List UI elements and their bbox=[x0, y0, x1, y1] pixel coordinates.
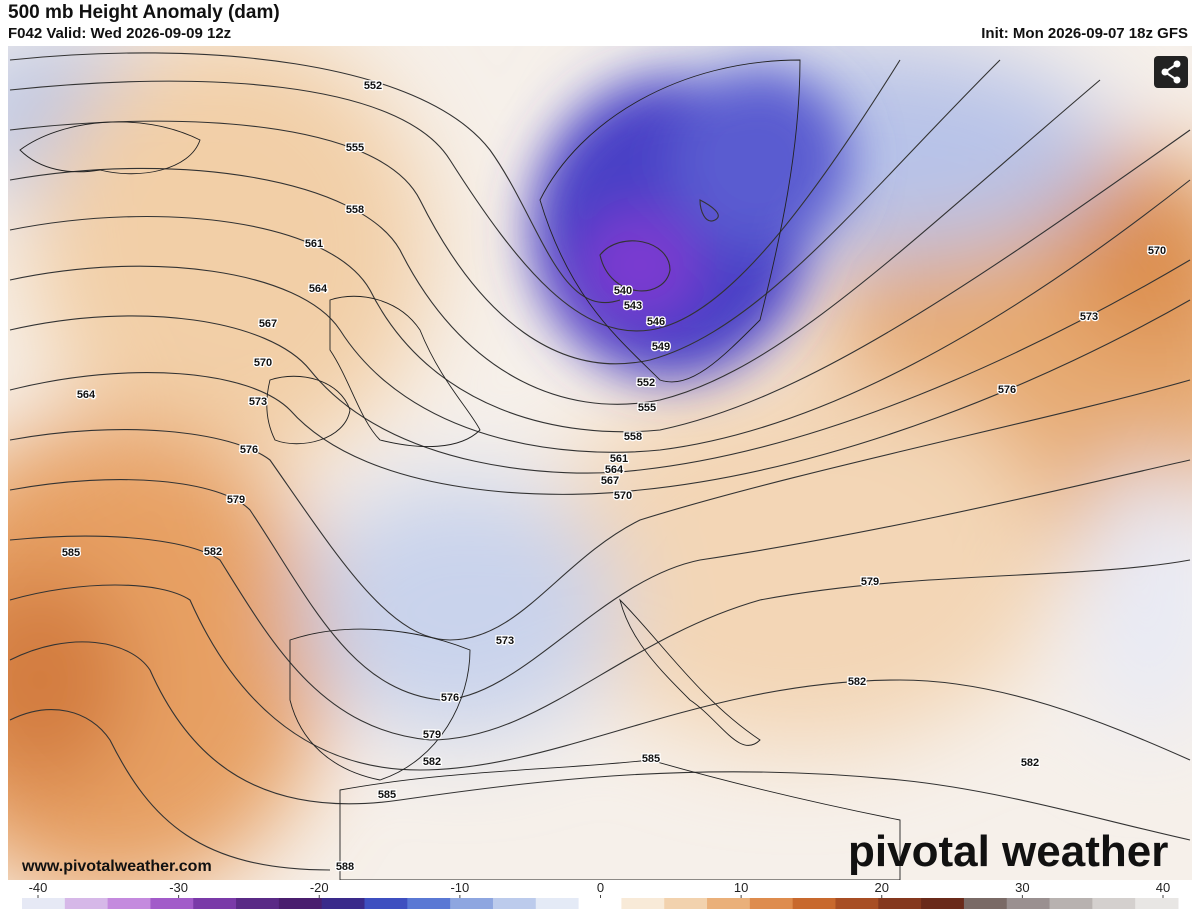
contour-label: 558 bbox=[346, 204, 364, 216]
contour-label: 585 bbox=[642, 753, 660, 765]
colorbar-tick-label: 20 bbox=[875, 880, 889, 895]
contour-label: 564 bbox=[77, 389, 96, 401]
colorbar-tick-label: -40 bbox=[29, 880, 48, 895]
colorbar-swatch bbox=[236, 898, 280, 909]
contour-label: 564 bbox=[309, 283, 328, 295]
colorbar-tick-label: -20 bbox=[310, 880, 329, 895]
init-time: Init: Mon 2026-09-07 18z GFS bbox=[981, 25, 1188, 42]
colorbar-swatch bbox=[749, 898, 794, 909]
contour-label: 585 bbox=[62, 547, 80, 559]
contour-label: 579 bbox=[227, 494, 245, 506]
colorbar-swatch bbox=[792, 898, 836, 909]
colorbar-swatch bbox=[150, 898, 194, 909]
colorbar-swatch bbox=[278, 898, 323, 909]
colorbar-swatch bbox=[707, 898, 751, 909]
colorbar-swatch bbox=[107, 898, 151, 909]
share-button[interactable] bbox=[1154, 56, 1188, 88]
colorbar-swatch bbox=[535, 898, 580, 909]
contour-label: 585 bbox=[378, 789, 396, 801]
contour-label: 570 bbox=[1148, 245, 1166, 257]
map-title: 500 mb Height Anomaly (dam) bbox=[8, 2, 280, 23]
colorbar-swatch bbox=[450, 898, 494, 909]
contour-label: 555 bbox=[346, 142, 364, 154]
contour-label: 582 bbox=[423, 756, 441, 768]
anomaly-field bbox=[8, 46, 1192, 880]
contour-label: 558 bbox=[624, 431, 642, 443]
contour-label: 540 bbox=[614, 285, 632, 297]
contour-label: 567 bbox=[601, 475, 619, 487]
colorbar-tick-label: 10 bbox=[734, 880, 748, 895]
contour-label: 552 bbox=[364, 80, 382, 92]
contour-label: 582 bbox=[1021, 757, 1039, 769]
colorbar-swatch bbox=[963, 898, 1008, 909]
colorbar-swatch bbox=[364, 898, 408, 909]
contour-label: 576 bbox=[441, 692, 459, 704]
contour-label: 573 bbox=[496, 635, 514, 647]
contour-label: 549 bbox=[652, 341, 670, 353]
contour-label: 579 bbox=[861, 576, 879, 588]
colorbar-swatch bbox=[492, 898, 537, 909]
contour-label: 543 bbox=[624, 300, 642, 312]
colorbar-swatch bbox=[621, 898, 665, 909]
contour-label: 573 bbox=[1080, 311, 1098, 323]
contour-label: 561 bbox=[305, 238, 323, 250]
coastlines bbox=[19, 59, 901, 880]
colorbar-swatch bbox=[193, 898, 237, 909]
website: www.pivotalweather.com bbox=[21, 858, 212, 875]
colorbar-tick-label: -10 bbox=[450, 880, 469, 895]
valid-time: F042 Valid: Wed 2026-09-09 12z bbox=[8, 25, 232, 42]
contour-label: 567 bbox=[259, 318, 277, 330]
contour-label: 570 bbox=[614, 490, 632, 502]
colorbar-swatch bbox=[22, 898, 66, 909]
colorbar-swatch bbox=[921, 898, 965, 909]
contour-label: 582 bbox=[204, 546, 222, 558]
colorbar-tick-label: 30 bbox=[1015, 880, 1029, 895]
colorbar-swatch bbox=[321, 898, 366, 909]
colorbar-swatch bbox=[1006, 898, 1051, 909]
contour-label: 576 bbox=[240, 444, 258, 456]
colorbar-swatch bbox=[835, 898, 879, 909]
brand-logo: pivotal weather bbox=[848, 827, 1168, 876]
height-contours bbox=[9, 52, 1191, 871]
colorbar-tick-label: 0 bbox=[597, 880, 604, 895]
contour-label: 570 bbox=[254, 357, 272, 369]
contour-label: 555 bbox=[638, 402, 656, 414]
contour-label: 561 bbox=[610, 453, 628, 465]
colorbar-swatch bbox=[407, 898, 451, 909]
colorbar-swatch bbox=[64, 898, 109, 909]
colorbar-swatch bbox=[878, 898, 922, 909]
colorbar-swatch bbox=[1049, 898, 1093, 909]
contour-label: 564 bbox=[605, 464, 624, 476]
colorbar-tick-label: 40 bbox=[1156, 880, 1170, 895]
colorbar-swatch bbox=[1135, 898, 1179, 909]
contour-label: 579 bbox=[423, 729, 441, 741]
colorbar-swatch bbox=[1092, 898, 1136, 909]
contour-label: 552 bbox=[637, 377, 655, 389]
colorbar-tick-label: -30 bbox=[169, 880, 188, 895]
contour-label: 573 bbox=[249, 396, 267, 408]
contour-label: 588 bbox=[336, 861, 354, 873]
contour-label: 576 bbox=[998, 384, 1016, 396]
contour-label: 546 bbox=[647, 316, 665, 328]
contour-label: 582 bbox=[848, 676, 866, 688]
colorbar-swatch bbox=[664, 898, 708, 909]
colorbar-swatch bbox=[578, 898, 622, 909]
